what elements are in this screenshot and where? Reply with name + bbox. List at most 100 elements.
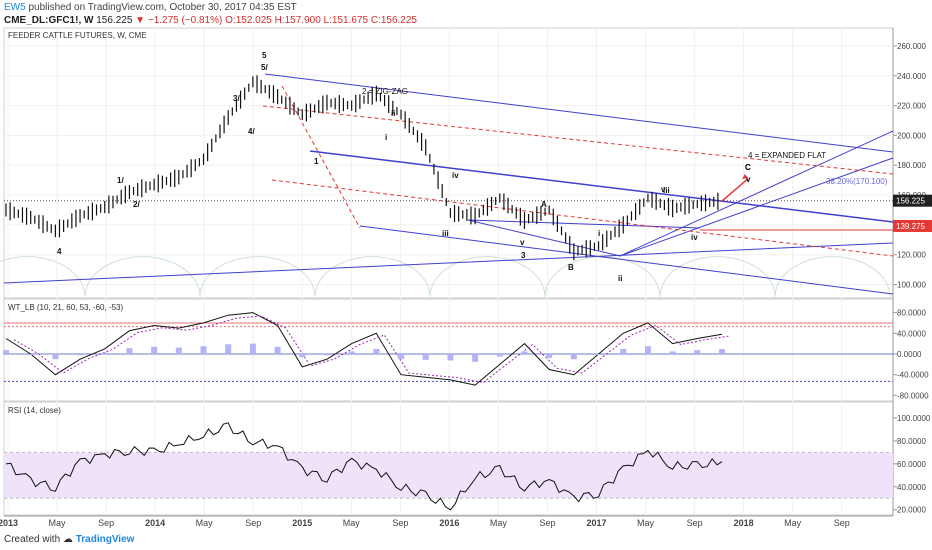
time-tick-label: 2018 xyxy=(734,518,754,528)
panel-frame xyxy=(3,27,894,299)
price-tick-label: 100.000 xyxy=(897,281,926,290)
wt-histogram-bar xyxy=(3,350,9,354)
time-tick-label: May xyxy=(637,518,655,528)
time-tick-label: 2014 xyxy=(145,518,165,528)
price-change: −1.275 (−0.81%) xyxy=(147,15,223,26)
wave-label: 3/ xyxy=(233,94,240,103)
time-tick-label: Sep xyxy=(245,518,261,528)
wave-label: 1 xyxy=(314,157,319,166)
wt-histogram-bar xyxy=(27,354,34,355)
rsi-tick-label: 20.0000 xyxy=(897,506,926,515)
wt-histogram-bar xyxy=(447,354,454,361)
red-dashed-diagonal xyxy=(281,85,361,229)
wt-histogram-bar xyxy=(126,348,133,354)
wt-histogram-bar xyxy=(274,346,281,354)
wave-label: 5/ xyxy=(261,63,268,72)
wt-line xyxy=(5,312,723,386)
zigzag-label: 2 = ZIG-ZAG xyxy=(362,87,408,96)
price-tick-label: 120.000 xyxy=(897,251,926,260)
time-tick-label: Sep xyxy=(834,518,850,528)
wave-label: 2/ xyxy=(133,200,140,209)
wt-histogram-bar xyxy=(644,346,651,354)
wave-label: 1/ xyxy=(117,176,124,185)
wt-histogram-bar xyxy=(373,348,380,354)
wt-tick-label: -80.0000 xyxy=(897,391,929,400)
rsi-band xyxy=(4,452,893,499)
wt-histogram-bar xyxy=(200,346,207,354)
time-tick-label: May xyxy=(784,518,802,528)
down-arrow-icon: ▼ xyxy=(135,15,146,26)
time-tick-label: 2017 xyxy=(586,518,606,528)
wt-histogram-bar xyxy=(595,354,602,355)
wave-label-c: C xyxy=(745,163,751,172)
wt-tick-label: -40.0000 xyxy=(897,371,929,380)
wt-histogram-bar xyxy=(101,352,108,354)
wt-histogram-bar xyxy=(77,354,84,356)
wave-label: iv xyxy=(691,233,698,242)
rsi-tick-label: 60.0000 xyxy=(897,460,926,469)
symbol-line: CME_DL:GFC1!, W 156.225 ▼ −1.275 (−0.81%… xyxy=(4,15,417,26)
wt-histogram-bar xyxy=(249,343,256,354)
projection-arrow xyxy=(721,178,749,202)
rising-channel-top xyxy=(619,130,894,257)
wt-histogram-bar xyxy=(151,346,158,354)
wt-histogram-bar xyxy=(472,354,479,362)
cycle-arc xyxy=(544,256,661,298)
upper-channel-line xyxy=(264,73,894,153)
time-tick-label: May xyxy=(196,518,214,528)
fib-label: 38.20%(170.100) xyxy=(826,177,888,186)
last-price-tag-text: 156.225 xyxy=(896,197,925,206)
wave-label: iii xyxy=(663,186,670,195)
wave-label: A xyxy=(541,200,547,209)
wt-histogram-bar xyxy=(521,351,528,354)
rsi-tick-label: 80.0000 xyxy=(897,437,926,446)
lower-channel-line xyxy=(359,225,894,295)
wt-histogram-bar xyxy=(225,344,232,354)
time-tick-label: Sep xyxy=(392,518,408,528)
wt-histogram-bar xyxy=(175,347,182,354)
wt-signal-line xyxy=(13,315,731,384)
wt-histogram-bar xyxy=(669,351,676,354)
wt-histogram-bar xyxy=(398,354,405,360)
cycle-arc xyxy=(0,256,86,298)
wt-histogram-bar xyxy=(52,354,59,360)
wave-label: i xyxy=(598,229,600,238)
wt-histogram-bar xyxy=(348,351,355,354)
rsi-tick-label: 100.0000 xyxy=(897,414,931,423)
red-dashed-lower xyxy=(271,179,894,257)
publisher-name[interactable]: EW5 xyxy=(4,2,26,13)
wave-label: i xyxy=(385,133,387,142)
time-tick-label: May xyxy=(49,518,67,528)
wave-label: B xyxy=(568,263,574,272)
tradingview-logo-icon: ☁ xyxy=(62,534,73,545)
wave-line xyxy=(467,219,621,257)
wave-label: iii xyxy=(442,229,449,238)
time-tick-label: Sep xyxy=(687,518,703,528)
ohlc-values: O:152.025 H:157.900 L:151.675 C:156.225 xyxy=(225,15,417,26)
price-tick-label: 260.000 xyxy=(897,42,926,51)
time-tick-label: May xyxy=(490,518,508,528)
rsi-panel-title: RSI (14, close) xyxy=(8,406,61,415)
level-price-tag-text: 139.275 xyxy=(896,222,925,231)
cycle-arc xyxy=(314,256,431,298)
base-trendline xyxy=(3,242,894,284)
wt-histogram-bar xyxy=(570,354,577,360)
cycle-arc xyxy=(199,256,316,298)
cycle-arc xyxy=(429,256,546,298)
bottom-connector xyxy=(467,219,701,229)
wt-tick-label: 0.0000 xyxy=(897,350,922,359)
publish-line: EW5 published on TradingView.com, Octobe… xyxy=(4,2,297,13)
wt-panel-title: WT_LB (10, 21, 60, 53, -60, -53) xyxy=(8,303,124,312)
mid-channel-line xyxy=(309,150,894,223)
last-price-tag xyxy=(893,194,932,207)
time-tick-label: 2013 xyxy=(0,518,18,528)
price-tick-label: 200.000 xyxy=(897,131,926,140)
footer-brand[interactable]: TradingView xyxy=(75,534,135,545)
time-tick-label: May xyxy=(343,518,361,528)
rising-channel-bottom xyxy=(619,157,894,257)
publish-info: published on TradingView.com, October 30… xyxy=(28,2,297,13)
cycle-arc xyxy=(659,256,776,298)
wave-label: 4 xyxy=(57,247,62,256)
wt-histogram-bar xyxy=(719,349,725,354)
